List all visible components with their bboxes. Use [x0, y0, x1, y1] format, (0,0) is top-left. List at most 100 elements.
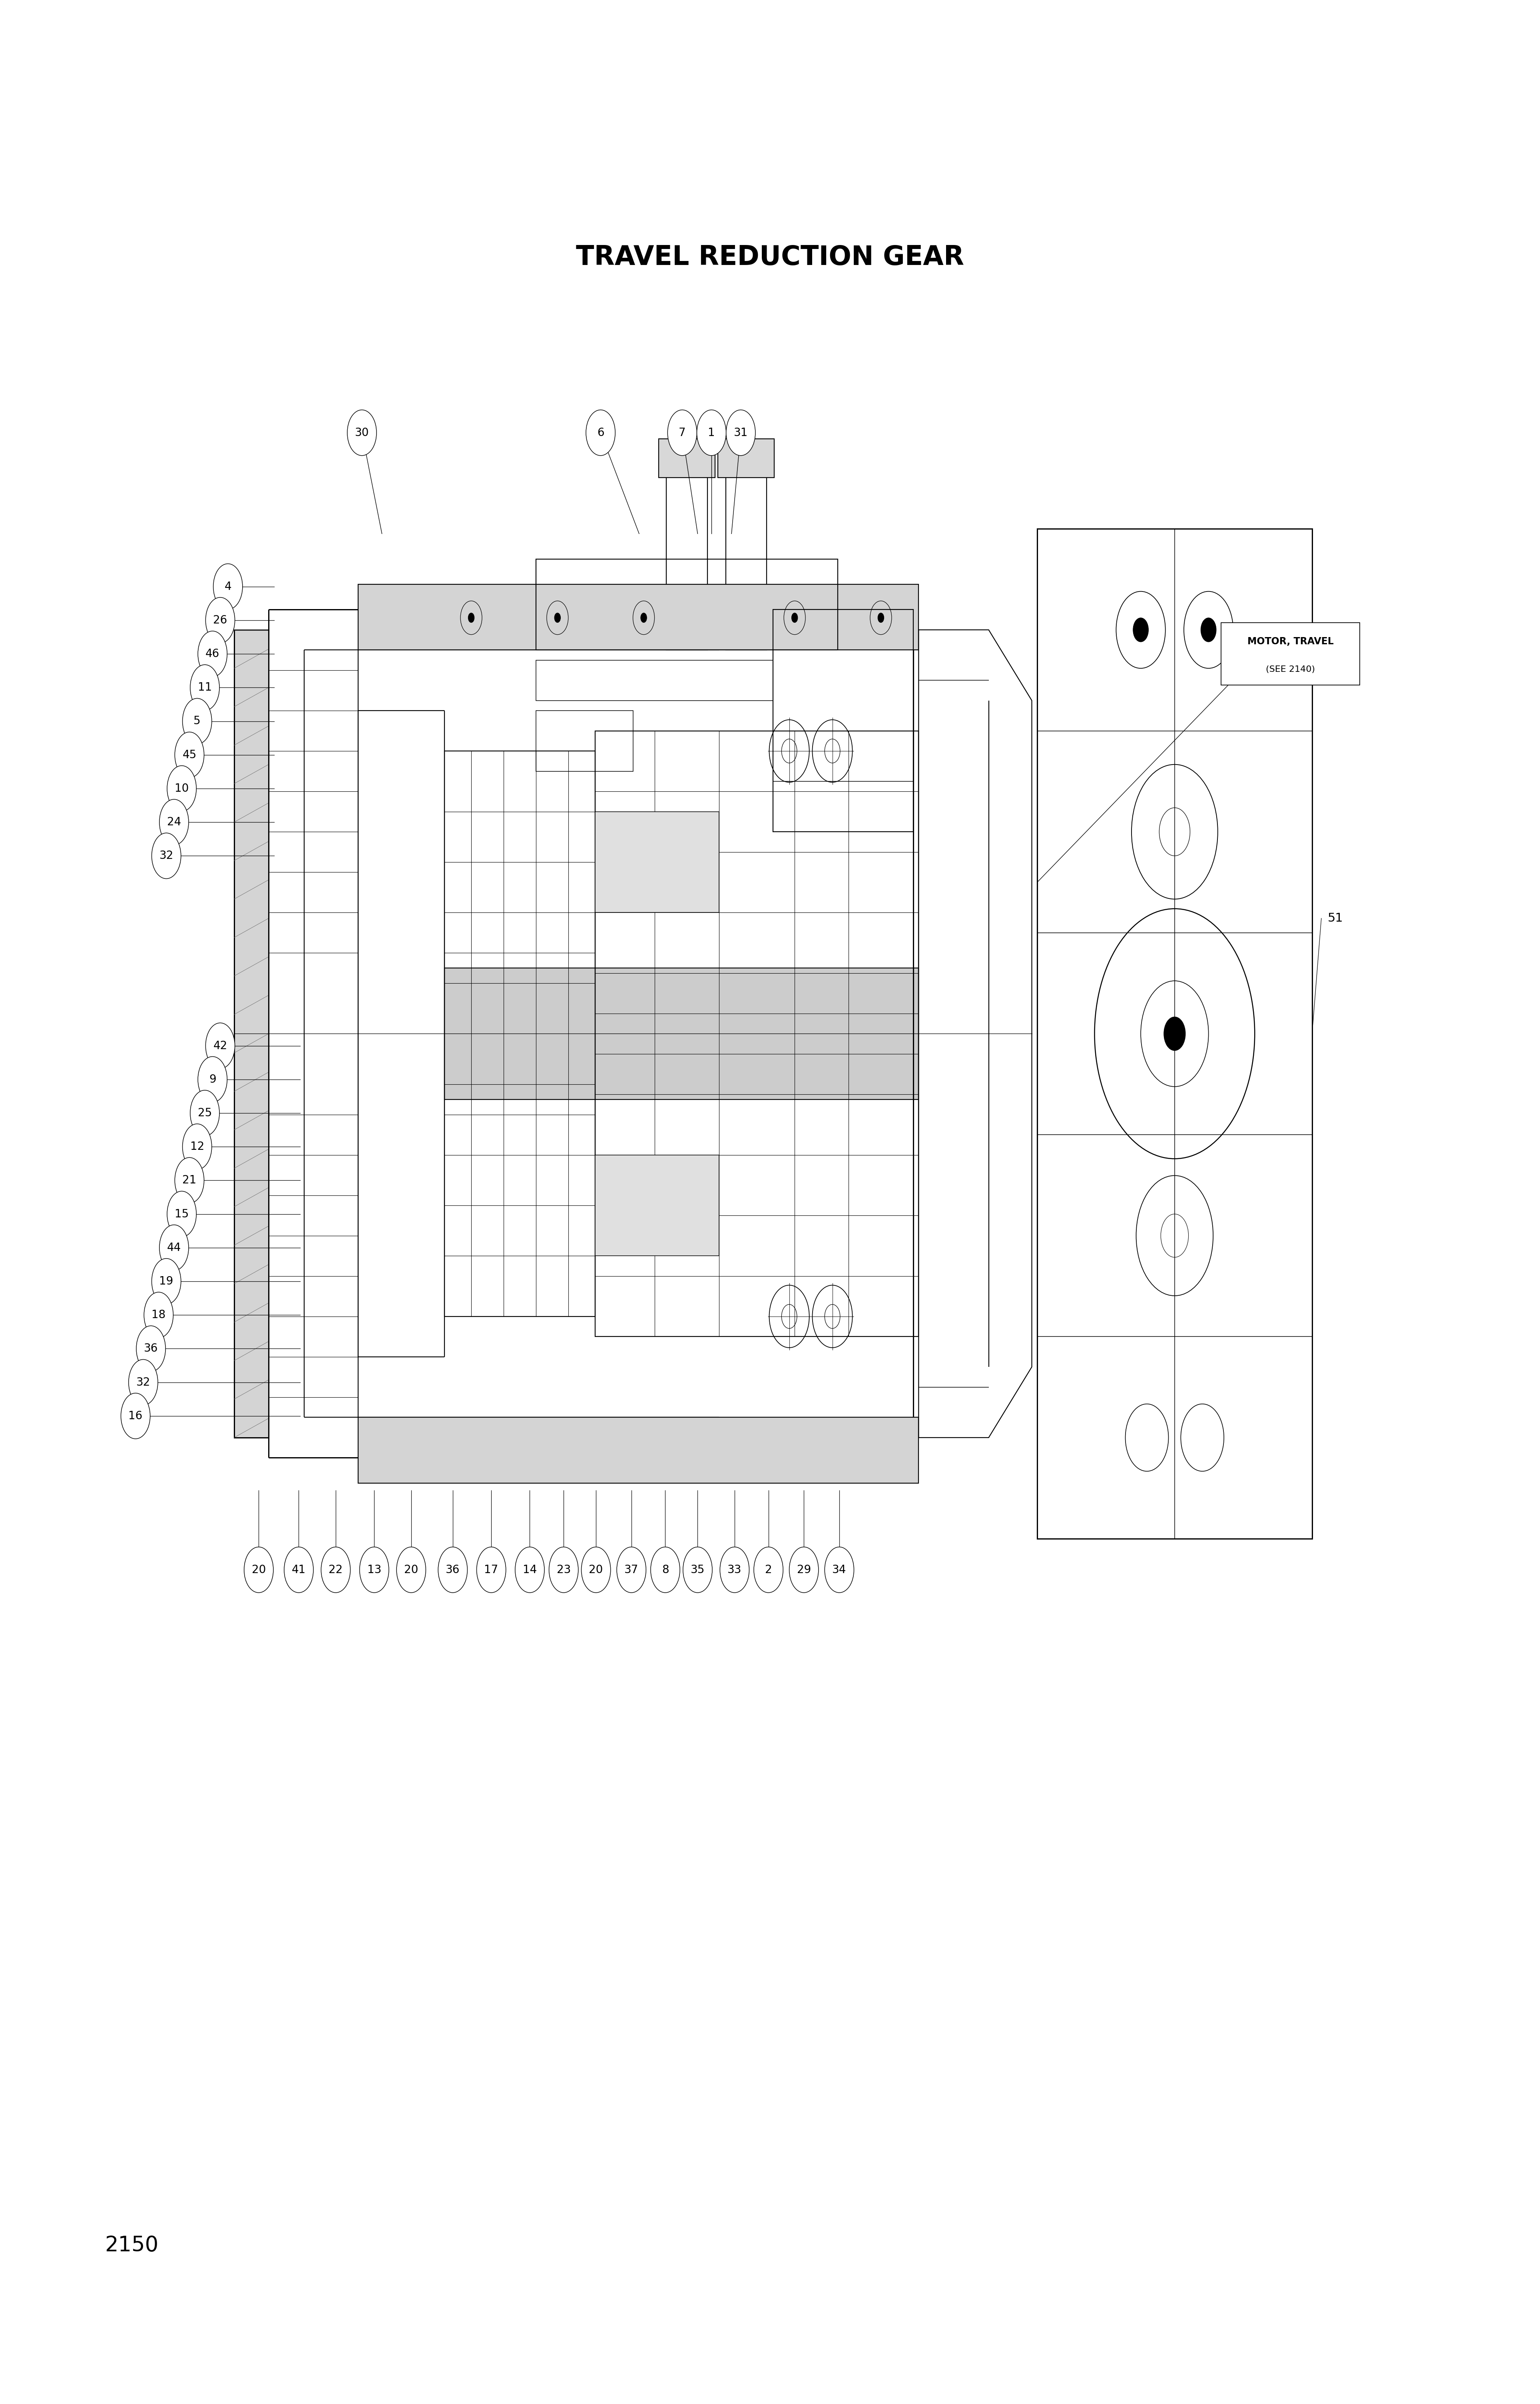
- Circle shape: [176, 731, 203, 779]
- Bar: [536, 712, 633, 772]
- Circle shape: [878, 613, 884, 623]
- Circle shape: [650, 1548, 679, 1591]
- Text: 19: 19: [159, 1277, 174, 1286]
- Text: 2: 2: [765, 1565, 772, 1575]
- Bar: [667, 459, 707, 649]
- Text: 1: 1: [708, 428, 715, 438]
- Text: 33: 33: [727, 1565, 742, 1575]
- Circle shape: [197, 630, 228, 678]
- Bar: [594, 813, 719, 914]
- Circle shape: [684, 1548, 711, 1591]
- Text: 36: 36: [143, 1344, 159, 1353]
- Circle shape: [213, 565, 243, 608]
- Bar: [357, 1418, 918, 1483]
- Text: 18: 18: [151, 1310, 166, 1320]
- Text: 15: 15: [174, 1209, 189, 1219]
- Text: 16: 16: [128, 1411, 143, 1421]
- Text: 34: 34: [832, 1565, 847, 1575]
- Circle shape: [152, 1260, 182, 1303]
- Circle shape: [166, 1190, 197, 1236]
- Text: 24: 24: [166, 817, 182, 827]
- Circle shape: [1201, 618, 1217, 642]
- Text: 51: 51: [1327, 914, 1343, 923]
- Circle shape: [667, 411, 696, 457]
- Text: 11: 11: [197, 683, 213, 692]
- Circle shape: [477, 1548, 505, 1591]
- Text: 31: 31: [733, 428, 748, 438]
- Circle shape: [397, 1548, 425, 1591]
- Text: (SEE 2140): (SEE 2140): [1266, 666, 1315, 673]
- Circle shape: [183, 1125, 213, 1171]
- Bar: [594, 1154, 719, 1255]
- Text: 12: 12: [189, 1142, 205, 1152]
- Circle shape: [1133, 618, 1149, 642]
- Circle shape: [725, 411, 755, 457]
- Bar: [357, 584, 918, 649]
- Circle shape: [359, 1548, 388, 1591]
- Circle shape: [145, 1293, 172, 1337]
- Circle shape: [205, 599, 234, 642]
- Text: 13: 13: [367, 1565, 382, 1575]
- Bar: [444, 969, 918, 1099]
- Bar: [444, 750, 594, 1317]
- Circle shape: [320, 1548, 350, 1591]
- Text: 8: 8: [662, 1565, 668, 1575]
- Text: 9: 9: [209, 1075, 216, 1084]
- Circle shape: [696, 411, 725, 457]
- Circle shape: [554, 613, 561, 623]
- Text: 21: 21: [182, 1176, 197, 1185]
- Circle shape: [183, 697, 213, 745]
- Bar: [773, 611, 913, 832]
- Circle shape: [160, 1226, 188, 1269]
- Circle shape: [137, 1327, 166, 1370]
- Text: MOTOR, TRAVEL: MOTOR, TRAVEL: [1247, 637, 1334, 647]
- Text: 44: 44: [166, 1243, 182, 1252]
- Circle shape: [641, 613, 647, 623]
- Circle shape: [160, 798, 188, 844]
- Circle shape: [616, 1548, 645, 1591]
- Text: 20: 20: [251, 1565, 266, 1575]
- Text: 42: 42: [213, 1041, 228, 1051]
- Circle shape: [788, 1548, 819, 1591]
- Circle shape: [1164, 1017, 1186, 1051]
- Circle shape: [548, 1548, 578, 1591]
- Text: 37: 37: [624, 1565, 639, 1575]
- Text: 41: 41: [291, 1565, 306, 1575]
- Circle shape: [205, 1024, 234, 1070]
- Circle shape: [582, 1548, 610, 1591]
- Text: 6: 6: [598, 428, 604, 438]
- Text: 20: 20: [588, 1565, 604, 1575]
- Circle shape: [346, 411, 376, 457]
- Text: 10: 10: [174, 784, 189, 793]
- Bar: [594, 731, 918, 1337]
- Circle shape: [166, 764, 197, 810]
- Text: 36: 36: [445, 1565, 460, 1575]
- Text: 25: 25: [197, 1108, 213, 1118]
- Text: 2150: 2150: [105, 2236, 159, 2255]
- Text: 45: 45: [182, 750, 197, 760]
- Text: 35: 35: [690, 1565, 705, 1575]
- Text: 29: 29: [796, 1565, 812, 1575]
- Circle shape: [129, 1361, 159, 1404]
- Bar: [1038, 529, 1312, 1539]
- Text: 14: 14: [522, 1565, 537, 1575]
- Text: 23: 23: [556, 1565, 571, 1575]
- Circle shape: [792, 613, 798, 623]
- Circle shape: [825, 1548, 853, 1591]
- Circle shape: [514, 1548, 544, 1591]
- Circle shape: [437, 1548, 467, 1591]
- Text: 20: 20: [403, 1565, 419, 1575]
- Text: 32: 32: [159, 851, 174, 861]
- Circle shape: [719, 1548, 748, 1591]
- Text: 5: 5: [194, 716, 200, 726]
- Text: 32: 32: [136, 1377, 151, 1387]
- Bar: [1221, 623, 1360, 685]
- Circle shape: [152, 832, 182, 877]
- Bar: [234, 630, 268, 1438]
- Text: 17: 17: [484, 1565, 499, 1575]
- Text: 30: 30: [354, 428, 370, 438]
- Text: 26: 26: [213, 615, 228, 625]
- Text: 4: 4: [225, 582, 231, 591]
- Text: 7: 7: [679, 428, 685, 438]
- Circle shape: [191, 1091, 219, 1135]
